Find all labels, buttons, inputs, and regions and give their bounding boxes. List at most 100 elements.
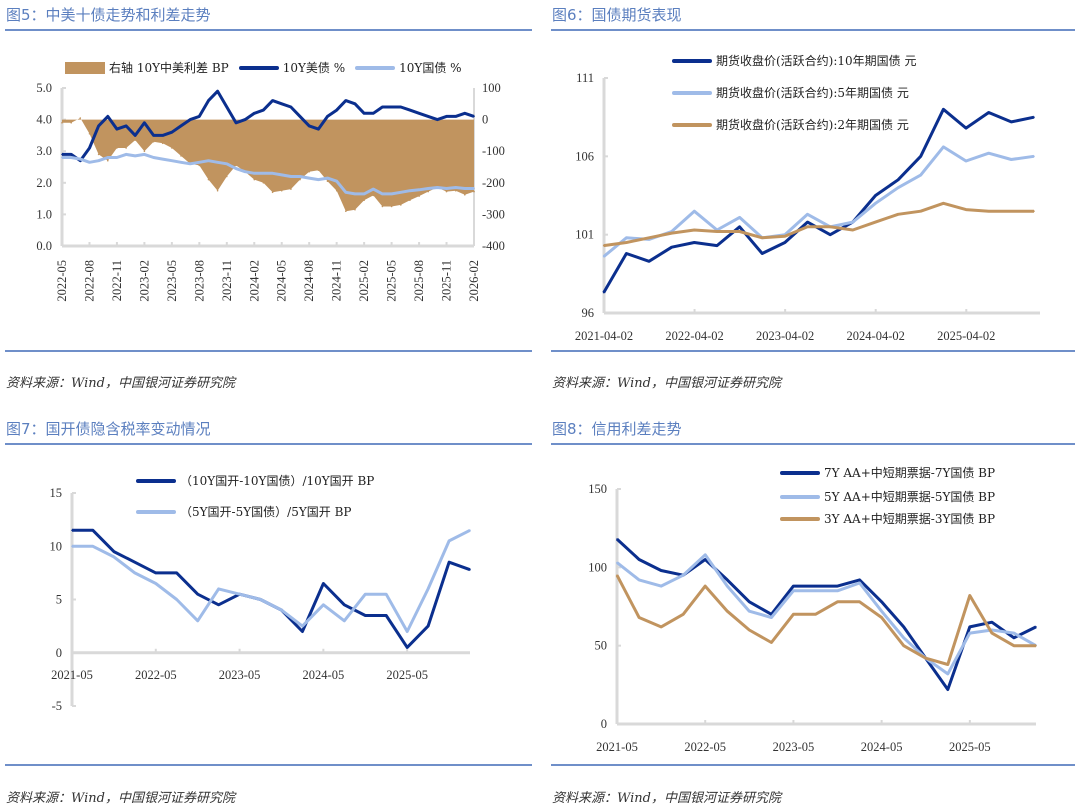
fig8-x-tick-label: 2024-05 — [861, 740, 903, 754]
fig5-series-3-point — [345, 191, 347, 194]
fig5-y-tick-label: 1.0 — [36, 207, 52, 221]
fig5-series-3-point — [189, 163, 191, 165]
fig5-bottom-rule — [5, 350, 532, 352]
fig5-series-2-point — [335, 109, 338, 111]
fig8-series-3-point — [660, 626, 662, 628]
fig8-series-1-point — [836, 585, 839, 587]
fig5-title: 图5：中美十债走势和利差走势 — [6, 6, 211, 24]
fig5-series-1-point — [161, 142, 164, 145]
fig6-series-3-point — [852, 229, 854, 231]
fig5-series-1-point — [308, 170, 311, 173]
fig5-series-3-point — [70, 156, 72, 159]
fig7-series-2-point — [259, 598, 262, 601]
fig5-series-1-point — [116, 147, 118, 149]
fig6-series-2-line — [602, 145, 1035, 258]
fig8-series-3-point — [792, 613, 795, 616]
fig5-series-3-point — [280, 174, 283, 176]
fig6-series-3-point — [987, 210, 990, 212]
fig5-series-3-point — [464, 187, 466, 190]
fig5-series-1-point — [400, 204, 402, 206]
fig5-series-2-point — [198, 115, 201, 118]
fig6-series-2-point — [738, 216, 741, 219]
fig6-series-3-point — [784, 235, 786, 237]
fig8-series-3-point — [704, 585, 706, 587]
fig6-series-1-point — [829, 233, 831, 236]
fig5-x-tick-label: 2022-11 — [110, 260, 124, 301]
legend-swatch-cn10y — [355, 65, 396, 70]
fig6-y-tick-label: 101 — [575, 228, 594, 242]
fig5-series-2-point — [216, 90, 219, 92]
fig6-series-1-point — [874, 194, 877, 197]
fig5-series-1-point — [280, 189, 283, 192]
fig7-x-tick-label: 2024-05 — [303, 668, 345, 682]
fig7-series-2-point — [280, 609, 283, 611]
fig8-series-2-point — [704, 554, 706, 556]
fig6-x-tick-label: 2021-04-02 — [575, 329, 633, 343]
fig5-series-3-point — [427, 187, 430, 190]
fig7-y-tick-label: 0 — [56, 646, 62, 660]
fig7-series-1-point — [343, 604, 346, 606]
fig6-series-2-point — [806, 213, 809, 216]
fig5-series-1-point — [235, 164, 237, 167]
fig5-series-2-point — [464, 112, 466, 115]
fig5-series-1-point — [70, 122, 72, 124]
fig5-series-1-area — [62, 118, 474, 212]
fig7-series-2-point — [71, 545, 73, 548]
fig5-x-tick-label: 2025-08 — [412, 260, 426, 302]
fig6-series-1-point — [942, 108, 945, 111]
fig7-series-2-point — [113, 556, 115, 558]
fig8-series-2-point — [660, 585, 662, 587]
fig5-series-2-point — [189, 118, 191, 121]
fig8-series-3-point — [726, 610, 729, 612]
fig7-series-1-point — [217, 604, 220, 606]
fig6-series-2-point — [602, 255, 605, 258]
fig5-y-right-tick-label: -100 — [482, 144, 505, 158]
fig5-series-1-point — [317, 169, 320, 171]
fig8-series-2-point — [836, 590, 839, 592]
fig5-series-2-point — [125, 125, 127, 127]
fig6-series-1-point — [784, 241, 786, 244]
fig5-series-1-point — [372, 194, 375, 197]
fig7-series-2-point — [196, 620, 199, 622]
fig7-x-tick-label: 2025-05 — [386, 668, 428, 682]
fig6-series-2-point — [942, 146, 945, 148]
legend-swatch — [672, 90, 712, 95]
fig8-y-tick-label: 0 — [601, 717, 607, 731]
fig5-series-1-point — [198, 164, 201, 167]
fig5-series-2-point — [400, 106, 402, 108]
legend-swatch — [136, 509, 176, 514]
fig7-series-1-point — [469, 568, 471, 571]
fig6-series-1-point — [965, 127, 967, 129]
fig7-series-1-point — [196, 593, 199, 595]
fig8-legend-2: 5Y AA+中短期票据-5Y国债 BP — [780, 488, 995, 505]
fig5-series-2-point — [436, 118, 439, 121]
fig5-series-2-point — [290, 106, 292, 108]
fig5-series-3-point — [381, 193, 384, 195]
fig6-source: 资料来源：Wind，中国银河证券研究院 — [552, 376, 781, 391]
fig7-legend-1: （10Y国开-10Y国债）/10Y国开 BP — [136, 472, 374, 489]
fig5-series-3-point — [143, 153, 146, 156]
fig7-y-tick-label: 5 — [56, 593, 62, 607]
fig6-series-3-point — [874, 221, 877, 223]
legend-swatch-us10y — [238, 65, 279, 70]
fig5-series-1-point — [97, 153, 100, 156]
fig8-series-2-point — [947, 673, 949, 675]
fig6-series-1-point — [602, 291, 605, 294]
fig5-series-3-point — [326, 177, 329, 179]
fig8-series-2-point — [814, 590, 817, 592]
fig7-y-tick-label: 10 — [50, 539, 63, 553]
fig5-series-3-point — [473, 187, 475, 190]
fig8-bottom-rule — [551, 764, 1075, 766]
fig8-series-3-point — [947, 663, 949, 666]
fig6-series-2-point — [1033, 155, 1035, 158]
fig6-series-2-point — [852, 221, 854, 223]
fig5-series-2-point — [299, 115, 301, 118]
fig8-series-1-point — [969, 626, 971, 628]
fig5-x-tick-label: 2024-11 — [330, 260, 344, 301]
fig5-series-2-point — [345, 99, 347, 102]
fig8-series-3-point — [902, 644, 905, 647]
fig8-source: 资料来源：Wind，中国银河证券研究院 — [552, 791, 781, 806]
fig6-series-1-point — [761, 252, 763, 255]
legend-label: 期货收盘价(活跃合约):10年期国债 元 — [716, 54, 917, 68]
